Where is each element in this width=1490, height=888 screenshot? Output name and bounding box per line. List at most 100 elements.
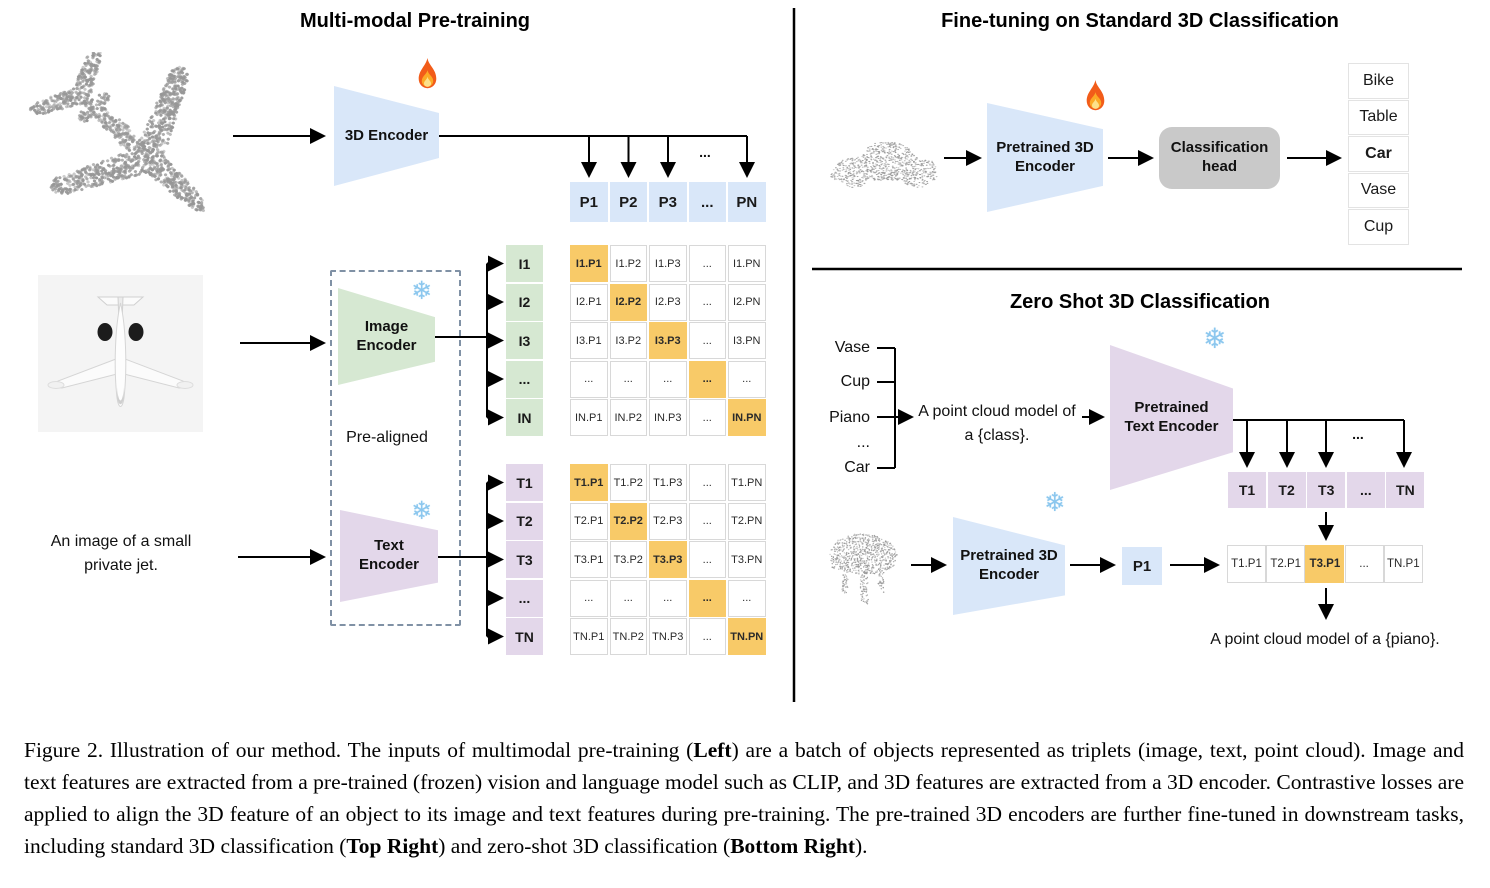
image-point-similarity-cell: ...: [688, 360, 726, 398]
class-list-cell: Table: [1348, 99, 1409, 135]
text-point-similarity-cell: TN.P2: [609, 618, 647, 655]
image-point-similarity-cell: ...: [649, 360, 687, 398]
text-feature-label: T1: [506, 464, 543, 501]
text-point-similarity-cell: T3.P3: [649, 541, 687, 578]
image-point-similarity-cell: I3.P3: [649, 322, 687, 359]
image-point-similarity-cell: ...: [728, 360, 766, 398]
zeroshot-class-label: Piano: [829, 409, 870, 426]
text-feature-label: T2: [506, 502, 543, 540]
pretrained-3d-encoder-zeroshot: Pretrained 3D Encoder: [953, 517, 1065, 615]
text-encoder-label: Text Encoder: [358, 537, 419, 573]
similarity-result-cell: T2.P1: [1266, 545, 1306, 583]
image-point-similarity-cell: I1.P3: [649, 245, 687, 282]
text-point-similarity-cell: T2.PN: [728, 502, 766, 540]
image-point-similarity-cell: ...: [609, 360, 647, 398]
text-point-similarity-cell: T3.P1: [570, 541, 608, 578]
snowflake-icon: ❄: [411, 276, 432, 305]
pretrained-text-encoder-label: Pretrained Text Encoder: [1124, 398, 1219, 435]
text-point-similarity-cell: T1.PN: [728, 464, 766, 501]
text-feature-cell: TN: [1386, 472, 1425, 508]
class-list-cell: Vase: [1348, 172, 1409, 208]
encoder-3d: 3D Encoder: [334, 86, 439, 186]
image-point-similarity-cell: I1.PN: [728, 245, 766, 282]
text-point-similarity-cell: ...: [609, 579, 647, 617]
caption-segment: ) and zero-shot 3D classification (: [438, 834, 731, 858]
figure-caption: Figure 2. Illustration of our method. Th…: [0, 710, 1490, 862]
prompt-text: A point cloud model of a {class}.: [918, 403, 1076, 444]
image-point-similarity-cell: ...: [688, 283, 726, 321]
text-point-similarity-cell: T1.P2: [609, 464, 647, 501]
pre-aligned-label: Pre-aligned: [346, 429, 428, 446]
text-point-similarity-cell: ...: [728, 579, 766, 617]
zeroshot-class-label: ...: [856, 434, 870, 451]
image-point-similarity-cell: I3.PN: [728, 322, 766, 359]
image-point-similarity-cell: I1.P1: [570, 245, 608, 282]
left-panel-title: Multi-modal Pre-training: [300, 10, 530, 32]
similarity-result-cell: T3.P1: [1305, 545, 1345, 583]
bottom-right-panel-title: Zero Shot 3D Classification: [1009, 291, 1271, 313]
text-point-similarity-cell: TN.P1: [570, 618, 608, 655]
p-feature-cell: P2: [609, 182, 647, 222]
text-point-similarity-cell: TN.P3: [649, 618, 687, 655]
zeroshot-output-text: A point cloud model of a {piano}.: [1210, 631, 1440, 648]
image-point-similarity-cell: I2.PN: [728, 283, 766, 321]
p-feature-cell: ...: [688, 182, 726, 222]
text-feature-label: T3: [506, 541, 543, 578]
p-row-ellipsis: ...: [699, 144, 711, 160]
zeroshot-class-label: Car: [844, 459, 870, 476]
pre-aligned-box: [330, 270, 461, 626]
encoder-3d-label: 3D Encoder: [344, 126, 429, 144]
caption-segment: ) are a batch of objects represented as …: [24, 738, 1465, 858]
text-point-similarity-cell: T3.PN: [728, 541, 766, 578]
image-point-similarity-cell: ...: [570, 360, 608, 398]
class-list-cell: Car: [1348, 136, 1409, 172]
text-point-similarity-cell: T2.P2: [609, 502, 647, 540]
image-feature-label: IN: [506, 399, 543, 436]
text-feature-label: TN: [506, 618, 543, 655]
fire-icon: [418, 58, 437, 89]
caption-segment: Figure 2. Illustration of our method. Th…: [24, 738, 694, 762]
fire-icon: [1086, 80, 1105, 111]
text-point-similarity-cell: ...: [688, 541, 726, 578]
pretrained-3d-encoder-label: Pretrained 3D Encoder: [996, 138, 1094, 175]
image-feature-label: I1: [506, 245, 543, 282]
text-point-similarity-cell: T3.P2: [609, 541, 647, 578]
image-point-similarity-cell: I2.P1: [570, 283, 608, 321]
car-point-cloud: [830, 141, 938, 188]
class-list-cell: Bike: [1348, 63, 1409, 99]
zeroshot-class-label: Cup: [840, 373, 870, 390]
text-feature-cell: T3: [1307, 472, 1346, 508]
caption-bold-segment: Bottom Right: [730, 834, 856, 858]
caption-bold-segment: Top Right: [346, 834, 439, 858]
text-point-similarity-cell: ...: [649, 579, 687, 617]
p1-feature-cell: P1: [1122, 547, 1162, 585]
snowflake-icon: ❄: [1203, 322, 1227, 355]
pretrained-text-encoder: Pretrained Text Encoder: [1110, 345, 1233, 490]
classification-head: Classification head: [1159, 127, 1280, 189]
snowflake-icon: ❄: [411, 496, 432, 525]
image-feature-label: ...: [506, 360, 543, 398]
text-point-similarity-cell: T2.P3: [649, 502, 687, 540]
image-caption-text: An image of a small private jet.: [50, 533, 192, 574]
similarity-result-cell: TN.P1: [1383, 545, 1423, 583]
top-right-panel-title: Fine-tuning on Standard 3D Classificatio…: [941, 10, 1339, 32]
image-encoder-label: Image Encoder: [356, 317, 417, 354]
image-point-similarity-cell: ...: [688, 245, 726, 282]
snowflake-icon: ❄: [1044, 488, 1066, 518]
zeroshot-class-label: Vase: [834, 339, 870, 356]
text-point-similarity-cell: TN.PN: [728, 618, 766, 655]
text-feature-label: ...: [506, 579, 543, 617]
image-feature-label: I2: [506, 283, 543, 321]
text-point-similarity-cell: ...: [688, 579, 726, 617]
image-feature-label: I3: [506, 322, 543, 359]
image-point-similarity-cell: I2.P2: [609, 283, 647, 321]
p-feature-cell: P1: [570, 182, 608, 222]
airplane-point-cloud: [28, 52, 205, 213]
image-point-similarity-cell: IN.P2: [609, 399, 647, 436]
text-feature-cell: ...: [1346, 472, 1385, 508]
image-point-similarity-cell: I1.P2: [609, 245, 647, 282]
image-point-similarity-cell: I3.P2: [609, 322, 647, 359]
text-feature-cell: T2: [1267, 472, 1306, 508]
image-point-similarity-cell: ...: [688, 322, 726, 359]
class-list-cell: Cup: [1348, 209, 1409, 245]
